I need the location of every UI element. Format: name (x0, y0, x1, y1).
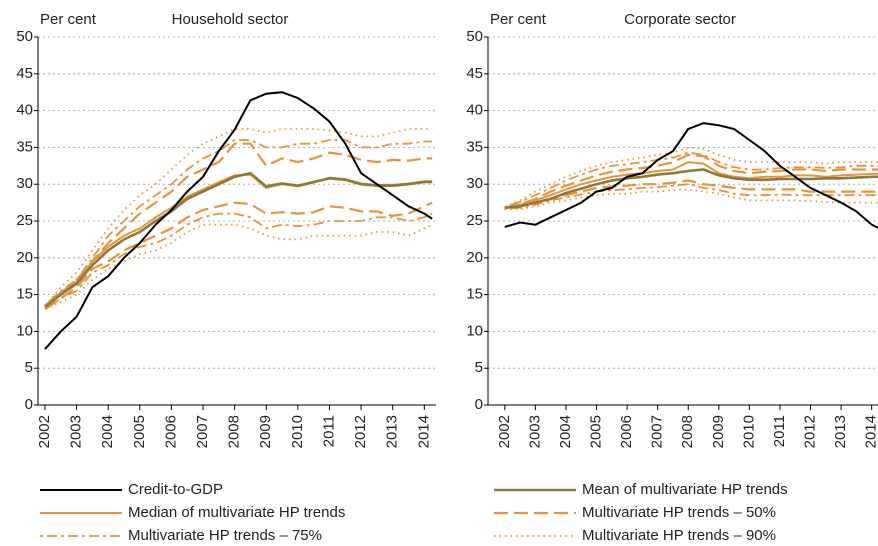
y-tick-label: 25 (466, 212, 483, 229)
series-line (504, 151, 878, 208)
y-tick-label: 5 (25, 359, 33, 376)
panel-title: Corporate sector (624, 11, 736, 28)
x-tick-label: 2005 (131, 415, 148, 448)
y-tick-label: 15 (16, 286, 33, 303)
x-tick-label: 2002 (36, 415, 53, 448)
x-tick-label: 2004 (557, 415, 574, 448)
series-line (44, 91, 433, 350)
series-line (44, 223, 433, 311)
y-tick-label: 40 (466, 102, 483, 119)
series-line (504, 153, 878, 209)
series-line (504, 161, 878, 209)
x-tick-label: 2011 (320, 415, 337, 447)
y-tick-label: 10 (16, 322, 33, 339)
x-tick-label: 2008 (226, 415, 243, 448)
panel-title: Household sector (172, 11, 289, 28)
legend-label: Multivariate HP trends – 50% (582, 504, 776, 521)
series-line (504, 122, 878, 229)
x-tick-label: 2014 (863, 415, 878, 448)
x-tick-label: 2009 (710, 415, 727, 448)
x-tick-label: 2006 (162, 415, 179, 448)
x-tick-label: 2009 (257, 415, 274, 448)
y-axis-label: Per cent (490, 11, 547, 28)
series-line (44, 212, 433, 311)
x-tick-label: 2003 (526, 415, 543, 448)
x-tick-label: 2010 (740, 415, 757, 448)
y-tick-label: 35 (16, 138, 33, 155)
series-line (44, 201, 433, 311)
series-line (44, 142, 433, 307)
legend-label: Mean of multivariate HP trends (582, 481, 788, 498)
y-axis-label: Per cent (40, 11, 97, 28)
y-tick-label: 45 (466, 65, 483, 82)
series-line (44, 171, 433, 309)
series-line (44, 173, 433, 308)
x-tick-label: 2012 (352, 415, 369, 448)
y-tick-label: 50 (16, 28, 33, 45)
legend-label: Credit-to-GDP (128, 481, 223, 498)
x-tick-label: 2005 (587, 415, 604, 448)
y-tick-label: 30 (466, 175, 483, 192)
legend-label: Multivariate HP trends – 75% (128, 527, 322, 544)
x-tick-label: 2011 (771, 415, 788, 447)
series-line (44, 128, 433, 307)
legend-label: Multivariate HP trends – 90% (582, 527, 776, 544)
y-tick-label: 50 (466, 28, 483, 45)
series-line (504, 188, 878, 211)
y-tick-label: 20 (466, 249, 483, 266)
y-tick-label: 45 (16, 65, 33, 82)
y-tick-label: 40 (16, 102, 33, 119)
x-tick-label: 2013 (832, 415, 849, 448)
y-tick-label: 35 (466, 138, 483, 155)
x-tick-label: 2012 (801, 415, 818, 448)
legend-label: Median of multivariate HP trends (128, 504, 345, 521)
x-tick-label: 2014 (415, 415, 432, 448)
series-line (504, 183, 878, 210)
x-tick-label: 2007 (194, 415, 211, 448)
x-tick-label: 2008 (679, 415, 696, 448)
series-line (44, 139, 433, 307)
x-tick-label: 2004 (99, 415, 116, 448)
y-tick-label: 5 (475, 359, 483, 376)
y-tick-label: 30 (16, 175, 33, 192)
x-tick-label: 2013 (384, 415, 401, 448)
y-tick-label: 15 (466, 286, 483, 303)
x-tick-label: 2010 (289, 415, 306, 448)
y-tick-label: 20 (16, 249, 33, 266)
x-tick-label: 2003 (68, 415, 85, 448)
x-tick-label: 2007 (649, 415, 666, 448)
y-tick-label: 0 (475, 396, 483, 413)
series-line (504, 168, 878, 210)
y-tick-label: 0 (25, 396, 33, 413)
x-tick-label: 2002 (496, 415, 513, 448)
y-tick-label: 10 (466, 322, 483, 339)
x-tick-label: 2006 (618, 415, 635, 448)
series-line (504, 179, 878, 209)
y-tick-label: 25 (16, 212, 33, 229)
